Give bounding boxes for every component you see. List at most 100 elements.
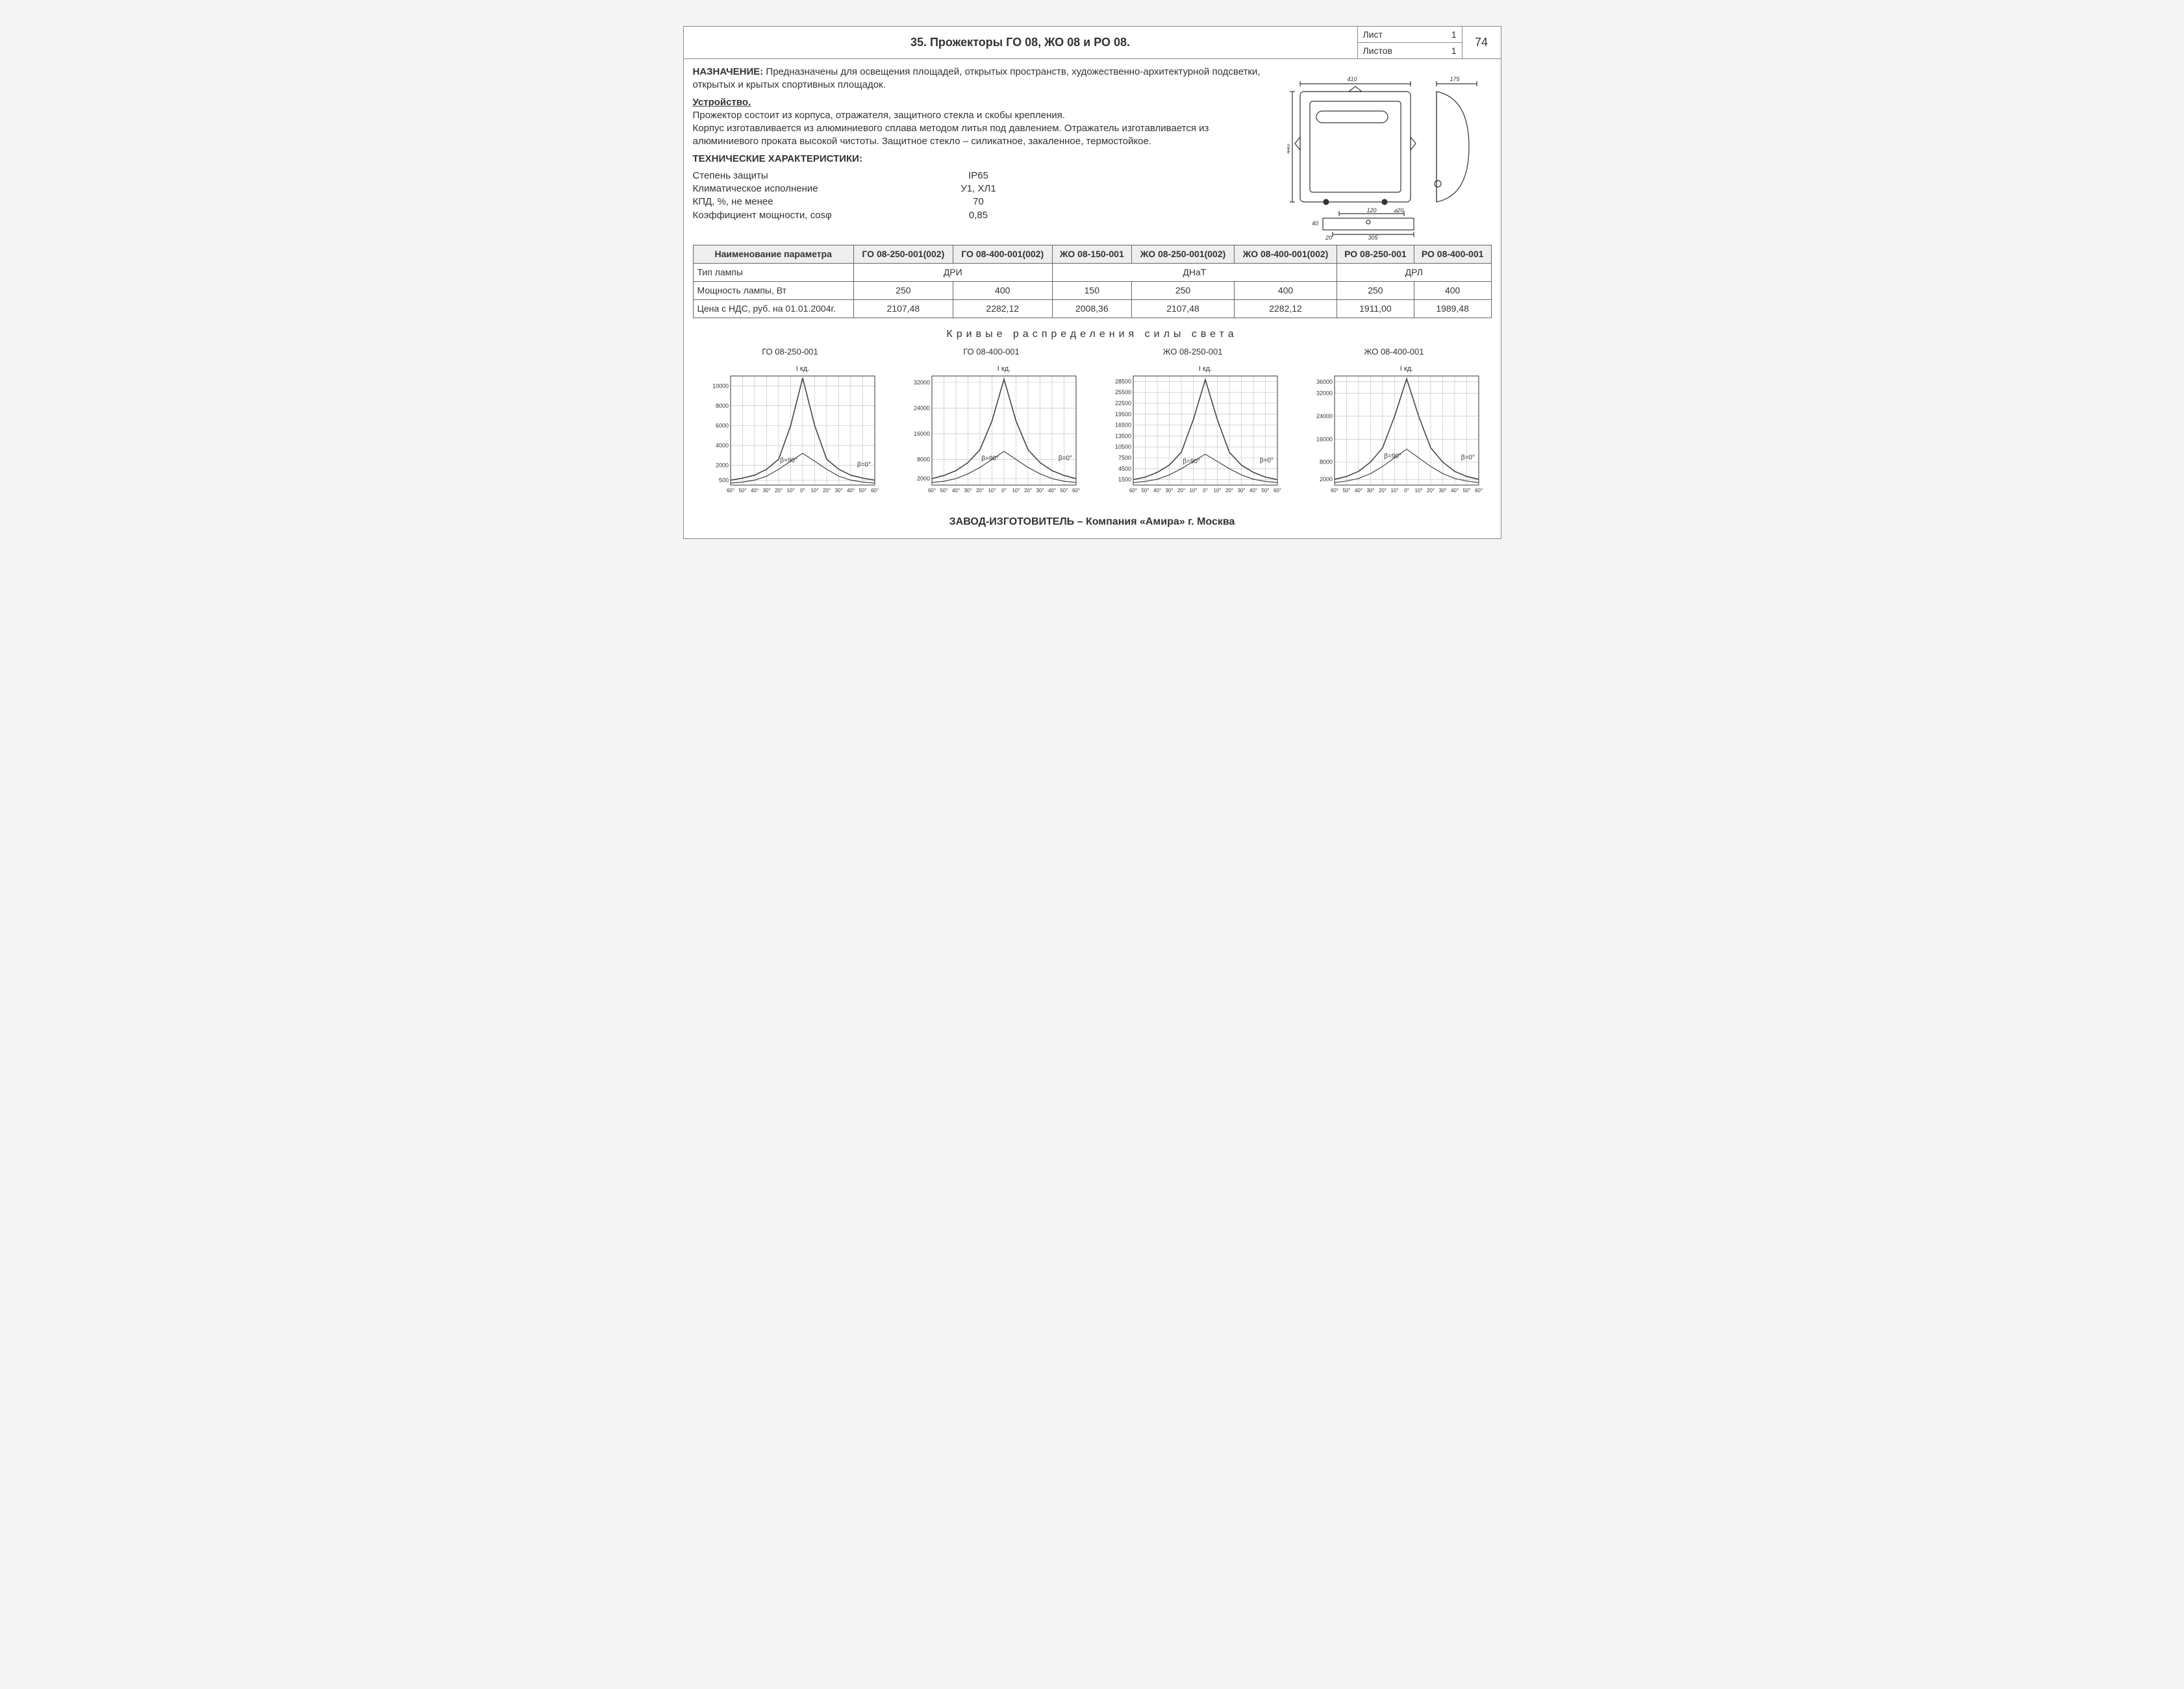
dim-h: 440 [1287,144,1291,153]
body: НАЗНАЧЕНИЕ: Предназначены для освещения … [684,59,1501,538]
spec-value: 70 [940,195,1018,208]
page: 35. Прожекторы ГО 08, ЖО 08 и РО 08. Лис… [683,26,1501,539]
svg-text:19500: 19500 [1114,411,1131,418]
svg-text:10°: 10° [1414,488,1422,494]
dim-hole: ⌀20 [1394,207,1403,214]
purpose-block: НАЗНАЧЕНИЕ: Предназначены для освещения … [693,66,1271,92]
svg-text:0°: 0° [1001,488,1007,494]
svg-text:4000: 4000 [715,442,728,449]
svg-text:30°: 30° [964,488,972,494]
svg-text:30°: 30° [1036,488,1044,494]
svg-text:10°: 10° [1390,488,1398,494]
sheets-total: 1 [1451,45,1457,56]
dim-base-b: 305 [1368,234,1378,241]
chart-title: ГО 08-400-001 [894,346,1089,358]
svg-text:60°: 60° [726,488,734,494]
dim-base-pad: 20 [1324,234,1331,241]
svg-text:4500: 4500 [1118,466,1131,472]
technical-drawing: 410 175 440 120 ⌀20 305 20 40 [1284,66,1492,241]
svg-text:50°: 50° [1462,488,1470,494]
svg-text:20°: 20° [1177,488,1185,494]
spec-value: У1, ХЛ1 [940,182,1018,195]
svg-text:10°: 10° [988,488,996,494]
chart-title: ЖО 08-400-001 [1297,346,1492,358]
techspecs: Степень защиты IP65 Климатическое исполн… [693,169,1271,222]
device-heading: Устройство. [693,96,1271,109]
svg-text:β=0°: β=0° [857,461,870,468]
text-column: НАЗНАЧЕНИЕ: Предназначены для освещения … [693,66,1271,241]
sheets-label: Листов [1363,45,1451,56]
svg-text:32000: 32000 [1316,390,1332,396]
spec-label: Климатическое исполнение [693,182,940,195]
spec-row: Климатическое исполнение У1, ХЛ1 [693,182,1271,195]
svg-text:β=90°: β=90° [1384,453,1401,460]
svg-text:I кд.: I кд. [997,365,1010,373]
sheet-info: Лист 1 Листов 1 [1358,27,1462,58]
chart-title: ЖО 08-250-001 [1096,346,1290,358]
svg-text:β=0°: β=0° [1461,454,1474,461]
svg-text:40°: 40° [846,488,854,494]
svg-text:40°: 40° [1450,488,1458,494]
svg-text:20°: 20° [774,488,782,494]
svg-text:30°: 30° [1438,488,1446,494]
svg-text:30°: 30° [762,488,770,494]
device-p2: Корпус изготавливается из алюминиевого с… [693,122,1271,149]
svg-text:22500: 22500 [1114,400,1131,407]
svg-text:30°: 30° [1165,488,1173,494]
svg-text:2000: 2000 [715,462,728,468]
svg-text:I кд.: I кд. [796,365,809,373]
svg-text:β=0°: β=0° [1259,457,1273,464]
svg-text:40°: 40° [1048,488,1055,494]
spec-label: Коэффициент мощности, cosφ [693,209,940,222]
svg-text:8000: 8000 [1319,458,1332,465]
svg-text:25500: 25500 [1114,389,1131,395]
svg-text:I кд.: I кд. [1400,365,1412,373]
chart-box: ГО 08-250-00110000800060004000200050060°… [693,346,888,506]
svg-text:10500: 10500 [1114,444,1131,450]
svg-text:β=90°: β=90° [780,457,797,464]
svg-text:6000: 6000 [715,422,728,429]
dim-w: 410 [1347,76,1357,82]
svg-text:β=90°: β=90° [1183,458,1200,465]
svg-text:10°: 10° [1189,488,1197,494]
svg-text:60°: 60° [1273,488,1281,494]
svg-text:8000: 8000 [715,403,728,409]
purpose-heading: НАЗНАЧЕНИЕ: [693,66,764,77]
svg-text:60°: 60° [1129,488,1136,494]
sheet-label: Лист [1363,29,1451,40]
svg-text:30°: 30° [1237,488,1245,494]
doc-title: 35. Прожекторы ГО 08, ЖО 08 и РО 08. [684,27,1358,58]
svg-text:60°: 60° [1330,488,1338,494]
svg-text:16000: 16000 [1316,436,1332,442]
svg-text:36000: 36000 [1316,379,1332,385]
chart-box: ЖО 08-400-001360003200024000160008000200… [1297,346,1492,506]
svg-text:60°: 60° [927,488,935,494]
svg-text:32000: 32000 [913,379,929,386]
charts-row: ГО 08-250-00110000800060004000200050060°… [693,346,1492,506]
svg-text:16000: 16000 [913,431,929,437]
svg-text:0°: 0° [1203,488,1208,494]
svg-text:1500: 1500 [1118,476,1131,482]
chart-title: ГО 08-250-001 [693,346,888,358]
sheet-row: Лист 1 [1358,27,1462,43]
svg-text:0°: 0° [800,488,805,494]
svg-text:20°: 20° [1426,488,1434,494]
svg-text:I кд.: I кд. [1198,365,1211,373]
svg-text:40°: 40° [750,488,758,494]
svg-text:7500: 7500 [1118,455,1131,461]
svg-text:40°: 40° [951,488,959,494]
chart-box: ГО 08-400-0013200024000160008000200060°5… [894,346,1089,506]
svg-text:2000: 2000 [916,475,929,482]
techspecs-heading: ТЕХНИЧЕСКИЕ ХАРАКТЕРИСТИКИ: [693,153,1271,166]
top-section: НАЗНАЧЕНИЕ: Предназначены для освещения … [693,66,1492,241]
svg-text:10°: 10° [1012,488,1020,494]
purpose-text: Предназначены для освещения площадей, от… [693,66,1261,90]
svg-text:20°: 20° [1225,488,1233,494]
svg-text:60°: 60° [870,488,878,494]
dim-base-h: 40 [1311,220,1318,227]
header: 35. Прожекторы ГО 08, ЖО 08 и РО 08. Лис… [684,27,1501,59]
sheet-num: 1 [1451,29,1457,40]
spec-row: Степень защиты IP65 [693,169,1271,182]
svg-text:24000: 24000 [913,405,929,411]
svg-text:20°: 20° [1023,488,1031,494]
